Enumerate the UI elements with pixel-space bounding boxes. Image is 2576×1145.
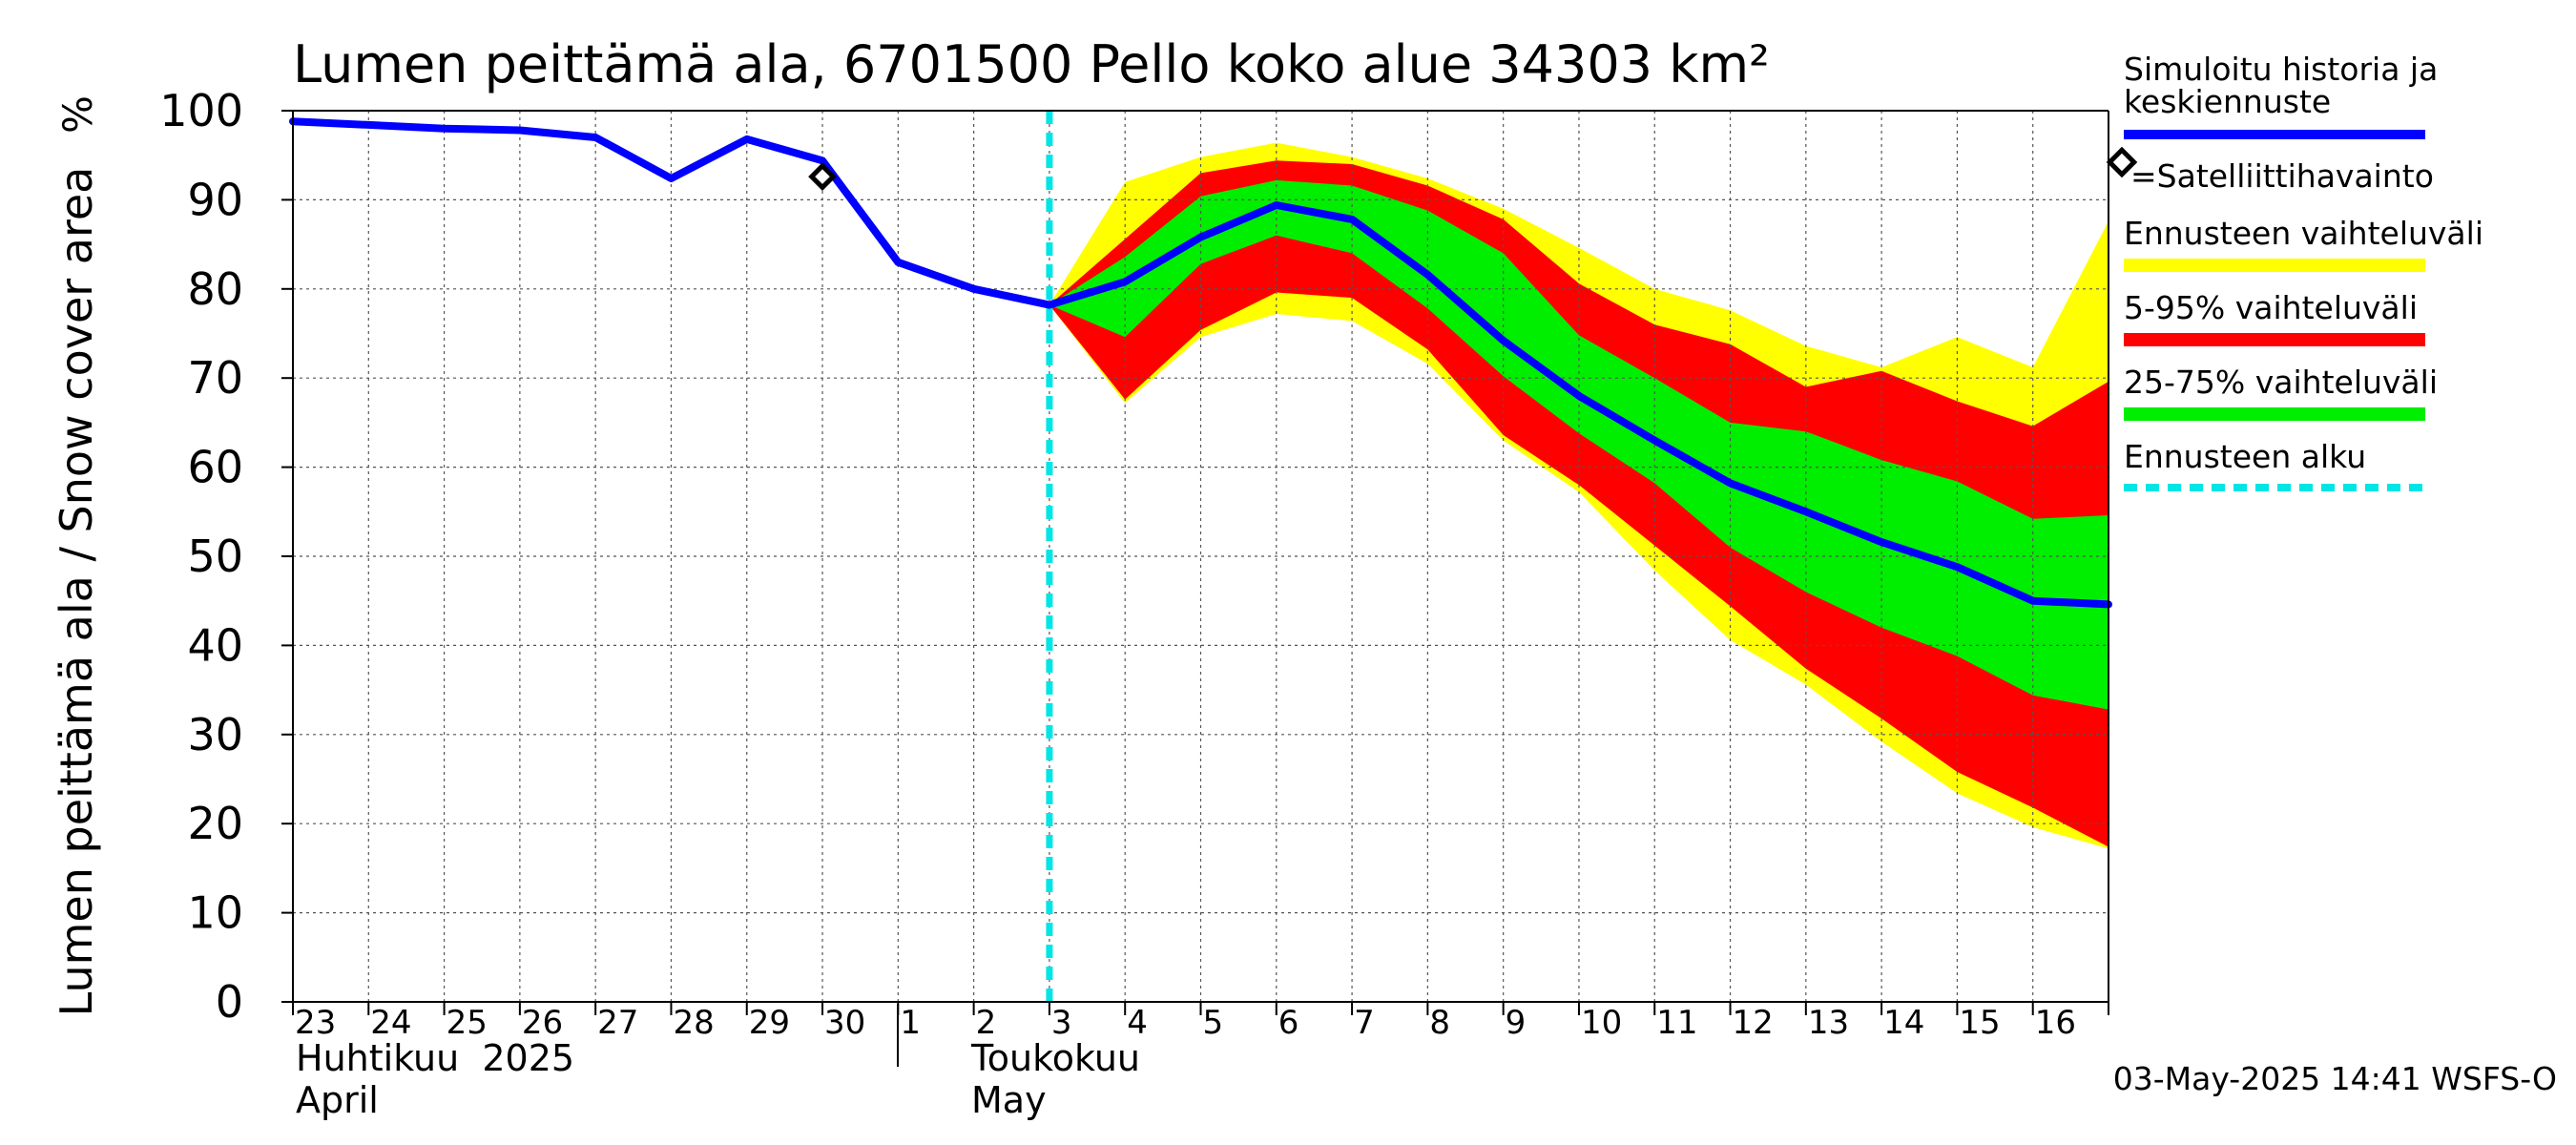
legend: Simuloitu historia ja keskiennuste =Sate… bbox=[2106, 51, 2483, 491]
legend-label-history: Simuloitu historia ja keskiennuste bbox=[2124, 51, 2448, 120]
x-tick-label: 6 bbox=[1278, 1004, 1299, 1042]
x-tick-label: 4 bbox=[1127, 1004, 1148, 1042]
x-tick-label: 14 bbox=[1883, 1004, 1924, 1042]
x-tick-label: 26 bbox=[522, 1004, 563, 1042]
x-tick-labels: 23 24 25 26 27 28 29 30 1 2 3 4 5 6 7 8 9 10 11 12 13 14 15 16 bbox=[292, 1002, 2109, 1042]
y-axis-unit: % bbox=[54, 95, 101, 134]
y-tick-label: 20 bbox=[187, 798, 243, 849]
x-tick-label: 2 bbox=[976, 1004, 997, 1042]
legend-label-range: Ennusteen vaihteluväli bbox=[2124, 215, 2483, 252]
y-tick-label: 40 bbox=[187, 619, 243, 671]
y-tick-label: 70 bbox=[187, 352, 243, 404]
x-tick-label: 27 bbox=[597, 1004, 638, 1042]
x-tick-label: 12 bbox=[1733, 1004, 1774, 1042]
x-tick-label: 3 bbox=[1051, 1004, 1072, 1042]
x-tick-label: 8 bbox=[1429, 1004, 1450, 1042]
y-tick-label: 50 bbox=[187, 531, 243, 582]
x-tick-label: 25 bbox=[447, 1004, 488, 1042]
x-tick-label: 7 bbox=[1354, 1004, 1375, 1042]
y-axis-label: Lumen peittämä ala / Snow cover area bbox=[51, 167, 102, 1017]
forecast-bands bbox=[1049, 142, 2109, 849]
y-tick-label: 80 bbox=[187, 263, 243, 315]
satellite-point-diamond bbox=[808, 162, 837, 191]
band-3 bbox=[1049, 179, 2109, 710]
x-tick-label: 23 bbox=[295, 1004, 336, 1042]
x-tick-label: 16 bbox=[2035, 1004, 2076, 1042]
legend-satellite-marker bbox=[2106, 146, 2138, 178]
x-tick-label: 10 bbox=[1581, 1004, 1622, 1042]
grid-lines bbox=[293, 111, 2109, 1002]
x-tick-label: 1 bbox=[900, 1004, 921, 1042]
x-tick-label: 24 bbox=[370, 1004, 411, 1042]
x-tick-label: 28 bbox=[673, 1004, 714, 1042]
x-tick-label: 11 bbox=[1656, 1004, 1697, 1042]
legend-label-25-75: 25-75% vaihteluväli bbox=[2124, 364, 2438, 401]
satellite-point bbox=[808, 162, 837, 191]
legend-label-history-line1: Simuloitu historia ja bbox=[2124, 51, 2438, 88]
x-tick-label: 15 bbox=[1959, 1004, 2000, 1042]
month-label-may-en: May bbox=[971, 1079, 1047, 1121]
legend-label-history-line2: keskiennuste bbox=[2124, 83, 2331, 120]
month-label-april-en: April bbox=[296, 1079, 379, 1121]
legend-label-5-95: 5-95% vaihteluväli bbox=[2124, 289, 2418, 326]
legend-label-satellite: =Satelliittihavainto bbox=[2130, 157, 2434, 195]
y-tick-label: 10 bbox=[187, 887, 243, 939]
y-tick-label: 90 bbox=[187, 174, 243, 225]
x-tick-label: 29 bbox=[749, 1004, 790, 1042]
legend-label-forecast-start: Ennusteen alku bbox=[2124, 438, 2366, 475]
band-2 bbox=[1049, 160, 2109, 847]
x-tick-label: 9 bbox=[1506, 1004, 1527, 1042]
month-label-may-fi: Toukokuu bbox=[970, 1037, 1140, 1079]
x-tick-label: 5 bbox=[1203, 1004, 1224, 1042]
x-tick-label: 13 bbox=[1808, 1004, 1849, 1042]
y-tick-label: 30 bbox=[187, 709, 243, 760]
y-tick-labels: 0 10 20 30 40 50 60 70 80 90 100 bbox=[159, 85, 293, 1028]
month-label-april-fi: Huhtikuu 2025 bbox=[296, 1037, 574, 1079]
series-lines bbox=[289, 111, 2112, 1002]
y-tick-label: 60 bbox=[187, 442, 243, 493]
chart-title: Lumen peittämä ala, 6701500 Pello koko a… bbox=[293, 34, 1770, 94]
y-tick-label: 100 bbox=[159, 85, 243, 136]
satellite-points bbox=[808, 162, 837, 191]
timestamp: 03-May-2025 14:41 WSFS-O bbox=[2113, 1060, 2557, 1097]
y-tick-label: 0 bbox=[216, 976, 243, 1028]
series-line-history bbox=[289, 117, 2112, 609]
x-tick-label: 30 bbox=[824, 1004, 865, 1042]
